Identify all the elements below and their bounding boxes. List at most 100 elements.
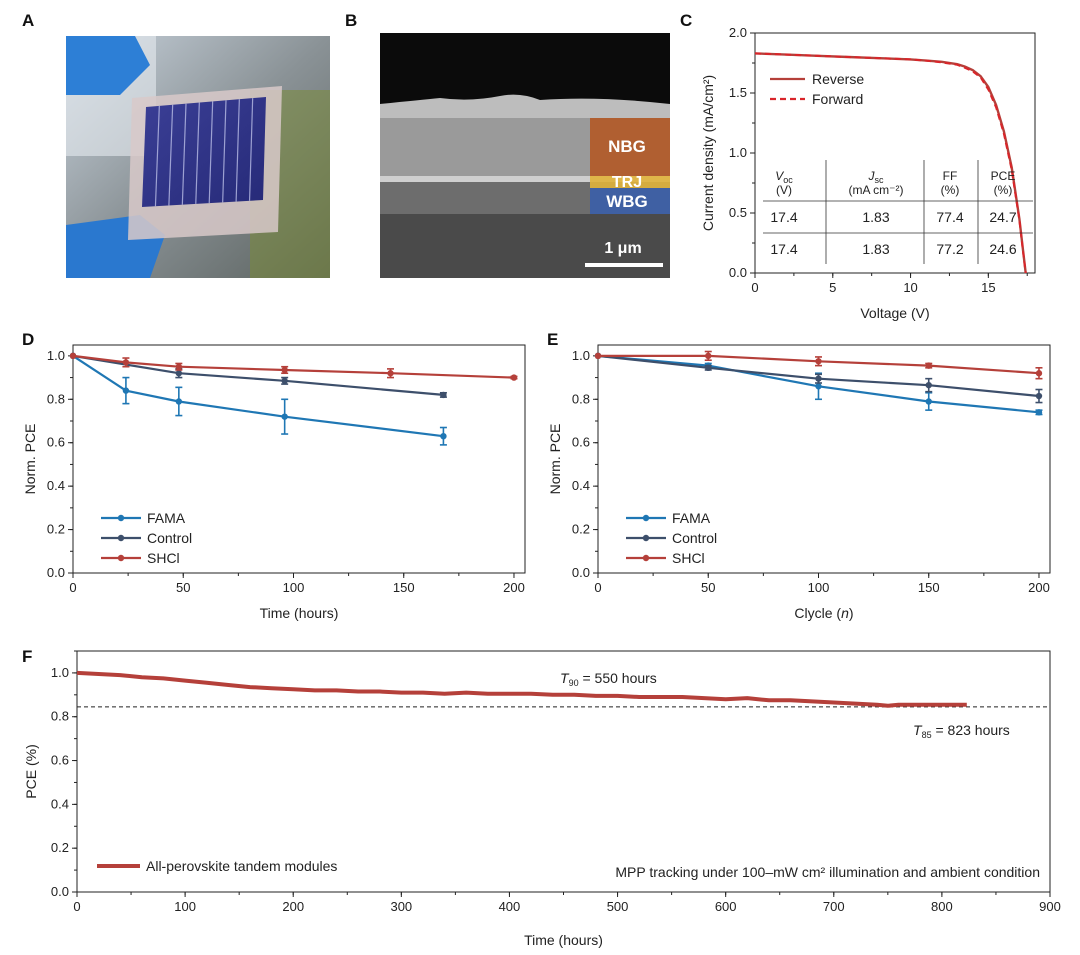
- x-tick-label: 200: [1028, 580, 1050, 595]
- y-tick-label: 0.0: [572, 565, 590, 580]
- chart-f: 0 100 200 300 400 500 600 700 800 900 0.0 0.2 0.4 0.6…: [23, 650, 1061, 948]
- y-tick-label: 0.4: [572, 478, 590, 493]
- table-cell: 77.2: [936, 241, 963, 257]
- y-tick-label: 1.0: [729, 145, 747, 160]
- scribe-line: [235, 99, 240, 202]
- scribe-line: [195, 102, 200, 204]
- t90-annotation-subscript: 90: [569, 678, 579, 688]
- data-point: [440, 391, 447, 399]
- x-tick-label: 5: [829, 280, 836, 295]
- legend-marker: [117, 534, 125, 542]
- data-point: [440, 433, 447, 440]
- scribe-line: [181, 103, 187, 205]
- wbg-label: WBG: [606, 192, 648, 211]
- plot-frame: [754, 32, 1036, 274]
- x-tick-label: 50: [176, 580, 190, 595]
- legend-label: SHCl: [672, 550, 705, 566]
- x-tick-label: 0: [69, 580, 76, 595]
- x-tick-label: 200: [282, 899, 304, 914]
- x-axis-label: Time (hours): [524, 932, 603, 948]
- t90-annotation-symbol: T: [560, 670, 570, 686]
- panel-label-a: A: [22, 11, 34, 30]
- legend-label: Forward: [812, 91, 863, 107]
- mpp-tracking-trace: [76, 670, 967, 708]
- y-tick-label: 0.0: [729, 265, 747, 280]
- cell-scribe-lines: [154, 98, 254, 207]
- panel-label-d: D: [22, 330, 34, 349]
- chart-e: 0 50 100 150 200 0.0 0.2 0.4 0.6 0.8 1.0 Clycle (n)…: [547, 344, 1051, 621]
- data-point: [815, 375, 822, 382]
- y-tick-label: 0.2: [51, 840, 69, 855]
- data-point: [815, 358, 822, 365]
- table-header-symbol: J: [868, 169, 876, 183]
- trj-label: TRJ: [612, 174, 642, 191]
- y-tick-label: 0.0: [51, 884, 69, 899]
- t85-annotation: T85 = 823 hours: [913, 722, 1010, 740]
- y-tick-label: 0.2: [572, 522, 590, 537]
- legend-label: FAMA: [672, 510, 711, 526]
- y-tick-label: 0.4: [51, 796, 69, 811]
- x-axis-label-part: n: [841, 605, 849, 621]
- data-point: [594, 352, 602, 360]
- x-tick-label: 10: [903, 280, 917, 295]
- trj-layer: [590, 176, 670, 188]
- scribe-line: [208, 101, 214, 204]
- y-tick-label: 0.8: [51, 709, 69, 724]
- table-cell: 77.4: [936, 209, 963, 225]
- x-tick-label: 800: [931, 899, 953, 914]
- table-cell: 17.4: [770, 241, 797, 257]
- data-point: [1035, 409, 1043, 416]
- scribe-line: [154, 105, 160, 207]
- data-point: [1035, 392, 1043, 400]
- t90-annotation: T90 = 550 hours: [560, 670, 657, 688]
- scribe-line: [168, 104, 174, 206]
- table-header-subscript: oc: [783, 175, 793, 185]
- data-point: [69, 352, 77, 360]
- scale-bar-label: 1 μm: [604, 240, 641, 257]
- table-cell: 1.83: [862, 209, 889, 225]
- data-point: [175, 363, 183, 370]
- legend-marker: [642, 554, 650, 562]
- x-tick-label: 900: [1039, 899, 1061, 914]
- legend-marker: [642, 534, 650, 542]
- x-tick-label: 0: [594, 580, 601, 595]
- data-point: [281, 377, 288, 385]
- series-line-shcl: [72, 354, 515, 379]
- y-tick-label: 0.8: [572, 391, 590, 406]
- y-tick-label: 0.8: [47, 391, 65, 406]
- x-tick-label: 100: [808, 580, 830, 595]
- scribe-line: [248, 98, 254, 201]
- y-tick-label: 1.0: [572, 348, 590, 363]
- data-point: [122, 387, 130, 394]
- table-header-unit: (V): [776, 183, 792, 197]
- y-tick-label: 2.0: [729, 25, 747, 40]
- y-tick-label: 1.5: [729, 85, 747, 100]
- legend-label: SHCl: [147, 550, 180, 566]
- table-header-unit: (%): [994, 183, 1013, 197]
- glove-top: [66, 36, 150, 95]
- table-header-symbol: FF: [943, 169, 958, 183]
- x-axis-label-part: Clycle (: [794, 605, 841, 621]
- nbg-label: NBG: [608, 137, 646, 156]
- panel-label-c: C: [680, 11, 692, 30]
- data-point: [925, 381, 932, 389]
- x-tick-label: 300: [390, 899, 412, 914]
- y-tick-label: 0.2: [47, 522, 65, 537]
- data-point: [387, 370, 394, 377]
- data-point: [122, 359, 130, 366]
- module-photo: [66, 36, 330, 278]
- panel-label-f: F: [22, 647, 32, 666]
- table-header: Voc: [775, 169, 793, 185]
- t85-annotation-value: = 823 hours: [932, 722, 1010, 738]
- data-point: [1035, 370, 1043, 377]
- y-tick-label: 0.5: [729, 205, 747, 220]
- x-tick-label: 100: [174, 899, 196, 914]
- x-axis-label: Clycle (n): [794, 605, 853, 621]
- y-axis-label: PCE (%): [23, 744, 39, 798]
- chart-c: 0 5 10 15 0.0 0.5 1.0 1.5 2.0 Voltage (V) Current …: [700, 25, 1036, 321]
- scale-bar: [585, 263, 663, 267]
- condition-note: MPP tracking under 100–mW cm² illuminati…: [615, 864, 1040, 880]
- table-header-symbol: PCE: [991, 169, 1016, 183]
- module-cells: [142, 97, 266, 207]
